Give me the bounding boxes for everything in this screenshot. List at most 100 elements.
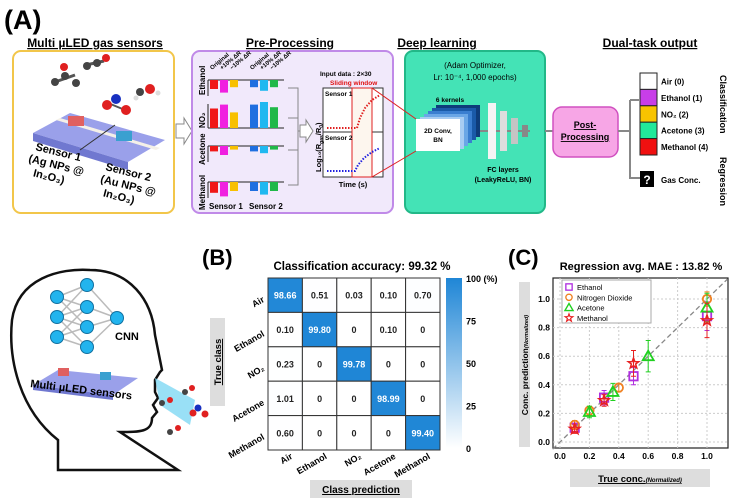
cm-value: 0.51 (311, 291, 329, 301)
colorbar-tick: 25 (466, 402, 476, 412)
reg-xlabel-box (570, 469, 710, 487)
svg-text:Sensor 1: Sensor 1 (325, 91, 353, 98)
error-bar-methanol (631, 349, 636, 377)
flow-arrow-icon (299, 118, 314, 144)
bracket-lines (288, 87, 302, 186)
cm-value: 0 (386, 360, 391, 370)
cm-cell-3-4 (405, 380, 441, 417)
sensor1-material (68, 116, 84, 126)
node-icon (80, 340, 94, 354)
learning-rate-text: Lr: 10⁻⁴, 1,000 epochs) (433, 73, 517, 82)
class-prediction-label: Class prediction (322, 485, 400, 496)
error-bar-methanol (704, 302, 710, 339)
gas-label-ethanol: Ethanol (198, 66, 207, 95)
class-legend: Air (0) Ethanol (1) NO₂ (2) Acetone (3) Meth… (639, 72, 708, 156)
panel-label-c: (C) (508, 245, 539, 270)
reg-ylabel: Conc. prediction(Normalized) (520, 315, 530, 416)
bar-ethanol-3 (250, 80, 258, 88)
cm-value: 0.10 (380, 291, 398, 301)
post-processing-label: Post-Processing (561, 120, 610, 142)
legend-marker-nitrogen-dioxide (565, 293, 573, 302)
bar-acetone-0 (210, 146, 218, 152)
node-icon (80, 300, 94, 314)
regression-label: Regression (718, 157, 728, 206)
colorbar (446, 278, 462, 448)
point-methanol (699, 312, 715, 327)
cm-col-label: Ethanol (295, 451, 329, 476)
colorbar-tick: 50 (466, 359, 476, 369)
legend-label: Acetone (577, 304, 605, 313)
cm-cell-4-1 (301, 415, 338, 451)
fc-label: FC layers (LeakyReLU, BN) (475, 167, 532, 184)
cm-cell-3-3 (370, 380, 407, 417)
identity-line (552, 278, 729, 450)
node-icon (80, 278, 94, 292)
bars-sensor1-label: Sensor 1 (209, 202, 243, 211)
cm-row-label: Acetone (230, 397, 266, 423)
sensor2-material (116, 131, 132, 141)
cm-cell-1-1 (301, 311, 338, 348)
class-swatch-4 (639, 138, 658, 156)
point-methanol (596, 392, 612, 407)
y-tick: 0.0 (538, 437, 550, 447)
cm-value: 0.10 (276, 325, 294, 335)
cm-value: 0 (386, 428, 391, 438)
class-swatch-0 (639, 72, 658, 90)
signal-xlabel: Time (s) (339, 180, 368, 189)
preprocessing-title: Pre-Processing (246, 36, 334, 50)
legend-label: Ethanol (577, 283, 603, 292)
fc-layers (480, 103, 530, 159)
cm-cell-3-1 (301, 380, 338, 417)
panel-label-a: (A) (4, 5, 41, 35)
sliding-window-label: Sliding window (330, 80, 378, 87)
cm-value: 0.10 (380, 325, 398, 335)
head-illustration (10, 268, 209, 472)
y-tick: 0.2 (538, 408, 550, 418)
x-tick: 0.2 (583, 451, 595, 461)
xlabel-box (310, 480, 412, 498)
head-outline (10, 268, 183, 472)
class-label-4: Methanol (4) (661, 143, 708, 152)
kernels-label: 6 kernels (436, 97, 465, 104)
input-data-label: Input data : 2×30 (320, 71, 372, 78)
regression-title: Regression avg. MAE : 13.82 % (560, 261, 723, 273)
flow-arrow-icon (175, 116, 193, 146)
cm-value: 0 (420, 360, 425, 370)
cm-value: 1.01 (276, 394, 294, 404)
legend-label: Nitrogen Dioxide (577, 293, 632, 302)
point-acetone (641, 348, 656, 362)
colorbar-ticks: 100 (%) 75 50 25 0 (466, 274, 498, 454)
cm-value: 0 (317, 428, 322, 438)
gas-label-methanol: Methanol (198, 175, 207, 210)
legend-marker-acetone (563, 302, 575, 312)
class-label-1: Ethanol (1) (661, 94, 703, 103)
cm-cell-4-4 (405, 415, 441, 451)
node-icon (50, 330, 64, 344)
classification-label: Classification (718, 75, 728, 134)
cm-value: 98.99 (377, 394, 400, 404)
mini-sensor-chip (33, 370, 138, 395)
x-tick: 0.6 (642, 451, 654, 461)
bar-ethanol-0 (210, 80, 218, 89)
cm-value: 0 (420, 325, 425, 335)
cm-cell-2-2 (336, 346, 372, 382)
bar-acetone-2 (230, 146, 238, 150)
bar-no₂-3 (250, 104, 258, 128)
true-class-label: True class (213, 339, 224, 385)
bar-methanol-3 (250, 182, 258, 191)
y-tick: 0.8 (538, 323, 550, 333)
class-label-0: Air (0) (661, 78, 684, 87)
cm-value: 99.40 (412, 428, 435, 438)
conv-label: 2D Conv, BN (424, 128, 452, 144)
x-tick: 1.0 (701, 451, 713, 461)
cm-value: 0.70 (414, 291, 432, 301)
cm-value: 99.78 (343, 360, 366, 370)
question-icon: ? (643, 173, 650, 187)
gas-conc-label: Gas Conc. (661, 176, 701, 185)
reg-ylabel-box (519, 282, 530, 447)
cm-value: 0 (351, 325, 356, 335)
gas-molecules (51, 54, 161, 115)
output-title: Dual-task output (603, 36, 698, 50)
point-acetone (582, 404, 597, 417)
